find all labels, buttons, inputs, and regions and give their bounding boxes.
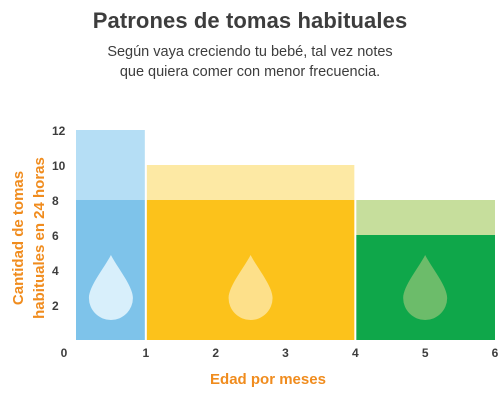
x-axis-label: Edad por meses — [210, 371, 326, 388]
y-tick-label: 2 — [52, 299, 59, 313]
x-tick-label: 3 — [282, 346, 289, 360]
milk-drop-icon-1 — [228, 255, 273, 320]
x-tick-label: 2 — [212, 346, 219, 360]
milk-drop-icon-0 — [88, 255, 133, 321]
y-tick-label: 10 — [52, 159, 66, 173]
bar-range-2 — [355, 200, 495, 235]
y-axis-label-line-2: habituales en 24 horas — [31, 157, 48, 319]
x-tick-label: 4 — [352, 346, 359, 360]
x-tick-label: 0 — [61, 346, 68, 360]
milk-drop-icon-2 — [403, 255, 448, 320]
x-tick-label: 1 — [142, 346, 149, 360]
y-tick-label: 12 — [52, 124, 66, 138]
bar-range-1 — [145, 165, 356, 200]
chart-subtitle-line-1: Según vaya creciendo tu bebé, tal vez no… — [107, 44, 393, 60]
x-tick-label: 6 — [492, 346, 499, 360]
bar-range-0 — [76, 130, 146, 200]
y-tick-label: 4 — [52, 264, 59, 278]
y-axis-label-line-1: Cantidad de tomas — [10, 171, 27, 305]
x-tick-label: 5 — [422, 346, 429, 360]
y-tick-label: 6 — [52, 229, 59, 243]
chart-title: Patrones de tomas habituales — [92, 8, 408, 33]
y-tick-label: 8 — [52, 194, 59, 208]
chart-subtitle-line-2: que quiera comer con menor frecuencia. — [119, 64, 381, 80]
